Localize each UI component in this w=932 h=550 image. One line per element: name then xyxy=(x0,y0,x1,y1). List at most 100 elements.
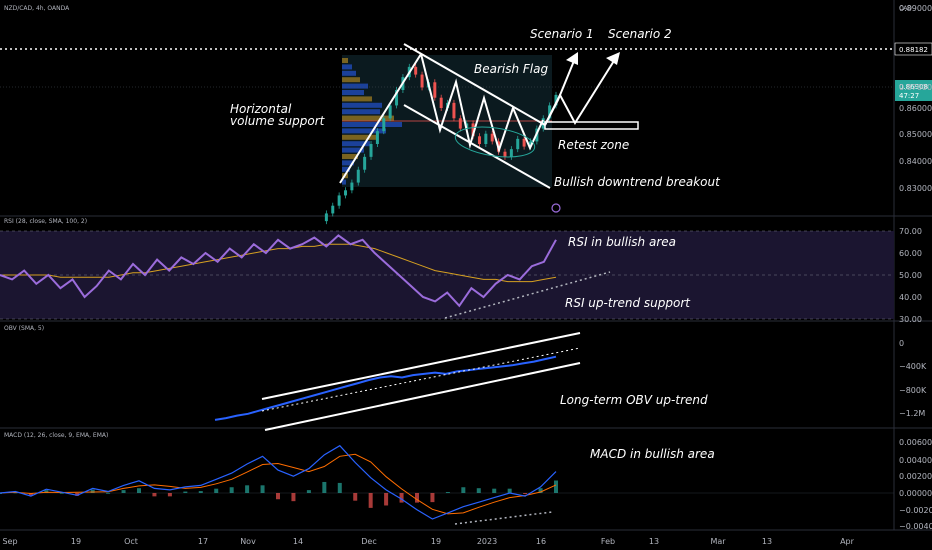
macd-histogram-bar xyxy=(476,488,481,493)
last-price-tag xyxy=(895,80,932,101)
volume-profile xyxy=(342,58,402,185)
obv-y-tick-label: 0 xyxy=(899,339,904,348)
price-candle xyxy=(324,213,328,222)
price-panel-header: NZD/CAD, 4h, OANDA xyxy=(4,5,70,12)
price-candle xyxy=(439,97,443,108)
macd-histogram-bar xyxy=(554,480,558,493)
rsi-y-tick-label: 50.00 xyxy=(899,271,922,280)
macd-histogram-bar xyxy=(44,490,49,493)
macd-histogram-bar xyxy=(445,492,450,494)
event-marker-icon[interactable] xyxy=(551,203,561,213)
obv-panel-header: OBV (SMA, 5) xyxy=(4,325,44,332)
price-y-tick-label: 0.83000 xyxy=(899,184,932,193)
price-candle xyxy=(344,190,348,196)
breakout-label: Bullish downtrend breakout xyxy=(554,175,721,189)
price-candle xyxy=(516,138,520,150)
price-candle xyxy=(528,141,532,147)
rsi-bullish-label: RSI in bullish area xyxy=(568,235,676,249)
macd-histogram-bar xyxy=(198,491,203,493)
macd-histogram-bar xyxy=(167,493,172,497)
flag-lower-line xyxy=(403,104,551,189)
macd-histogram-bar xyxy=(106,492,111,494)
price-candle xyxy=(433,82,437,98)
flag-zigzag xyxy=(420,53,544,154)
macd-series xyxy=(0,444,558,520)
volume-profile-bar xyxy=(342,83,368,89)
price-candle xyxy=(420,74,424,88)
x-tick-label: 16 xyxy=(536,537,546,546)
macd-y-tick-label: 0.00200 xyxy=(899,472,932,481)
x-tick-label: Sep xyxy=(2,537,17,546)
price-y-tick-label: 0.87000 xyxy=(899,83,932,92)
volume-profile-bar xyxy=(342,141,370,147)
volume-profile-bar xyxy=(342,109,380,115)
price-candle xyxy=(375,131,379,144)
macd-histogram-bar xyxy=(276,493,280,500)
price-candle xyxy=(388,105,392,119)
macd-histogram-bar xyxy=(337,482,342,493)
obv-y-tick-label: −800K xyxy=(899,386,927,395)
x-tick-label: 13 xyxy=(649,537,659,546)
price-y-tick-label: 0.84000 xyxy=(899,157,932,166)
price-candle xyxy=(382,118,386,132)
price-candle xyxy=(356,169,360,183)
price-candle xyxy=(503,151,507,157)
x-tick-label: Nov xyxy=(240,537,256,546)
x-tick-label: 14 xyxy=(293,537,303,546)
price-candle xyxy=(331,205,335,214)
macd-histogram-bar xyxy=(121,490,126,493)
obv-series xyxy=(214,355,557,421)
macd-panel-header: MACD (12, 26, close, 9, EMA, EMA) xyxy=(4,432,108,439)
last-price-text: 0.86908 xyxy=(899,83,928,91)
rsi-support-trendline xyxy=(444,271,611,319)
macd-histogram-bar xyxy=(492,488,497,493)
macd-y-tick-label: 0.00600 xyxy=(899,438,932,447)
rsi-y-tick-label: 60.00 xyxy=(899,249,922,258)
price-candle xyxy=(548,105,552,119)
x-tick-label: Dec xyxy=(361,537,376,546)
scenario1-arrowhead xyxy=(566,52,578,65)
macd-signal-line xyxy=(0,453,557,515)
scenario2-label: Scenario 2 xyxy=(608,27,672,41)
countdown-text: 47:27 xyxy=(899,92,919,100)
macd-histogram-bar xyxy=(137,488,141,493)
x-tick-label: Mar xyxy=(710,537,726,546)
x-tick-label: Feb xyxy=(601,537,615,546)
retest-zone-box xyxy=(544,121,639,130)
macd-histogram-bar xyxy=(260,485,265,493)
volume-profile-bar xyxy=(342,115,394,121)
price-candle xyxy=(452,102,456,119)
rsi-line xyxy=(0,234,557,308)
rsi-y-tick-label: 70.00 xyxy=(899,227,922,236)
macd-histogram-bar xyxy=(523,493,528,494)
rsi-panel-header: RSI (28, close, SMA, 100, 2) xyxy=(4,218,87,225)
price-candle xyxy=(490,133,494,142)
price-candle xyxy=(350,182,354,191)
scenario2-path xyxy=(544,55,618,126)
price-candle xyxy=(369,144,373,157)
price-candle xyxy=(337,195,341,206)
x-tick-label: 13 xyxy=(762,537,772,546)
macd-histogram-bar xyxy=(214,488,219,493)
price-candle xyxy=(363,156,367,170)
price-candle xyxy=(484,133,488,144)
price-candle xyxy=(395,90,399,106)
macd-histogram-bar xyxy=(13,492,18,494)
x-tick-label: 19 xyxy=(71,537,81,546)
macd-histogram-bar xyxy=(306,490,311,493)
rsi-sma-line xyxy=(0,243,557,283)
macd-histogram-bar xyxy=(229,487,234,493)
obv-y-tick-label: −1.2M xyxy=(899,409,925,418)
obv-line xyxy=(214,355,557,421)
volume-profile-bar xyxy=(342,122,402,127)
horizontal-support-label-1: Horizontal xyxy=(230,102,292,116)
macd-histogram-bar xyxy=(430,493,435,503)
price-candle xyxy=(554,94,558,106)
rsi-y-tick-label: 40.00 xyxy=(899,293,922,302)
volume-profile-bar xyxy=(342,147,364,153)
volume-profile-bar xyxy=(342,90,364,95)
price-y-tick-label: 0.86000 xyxy=(899,104,932,113)
flagpole-line xyxy=(339,53,422,184)
volume-profile-bar xyxy=(342,154,358,159)
